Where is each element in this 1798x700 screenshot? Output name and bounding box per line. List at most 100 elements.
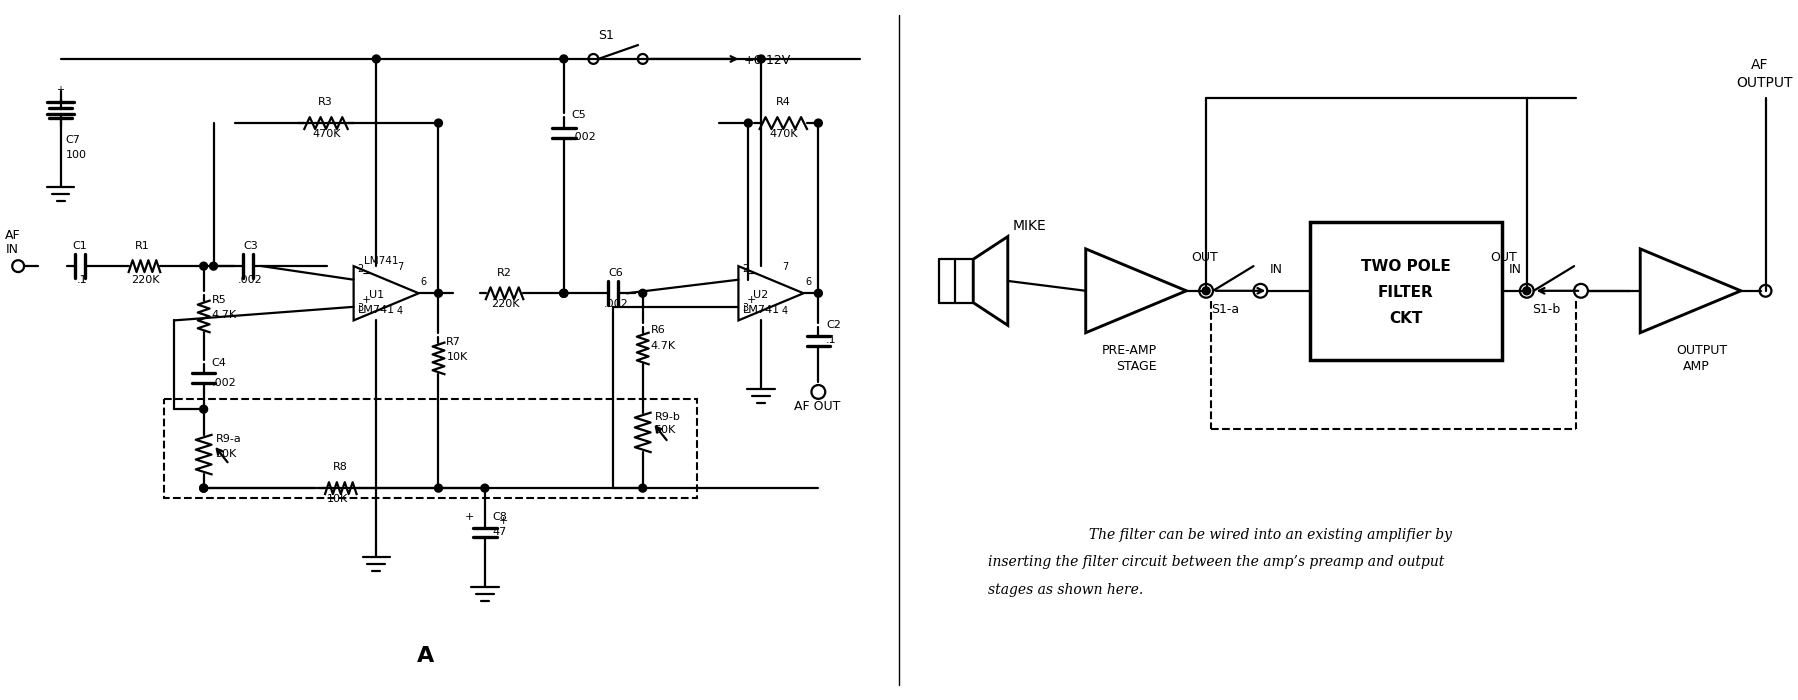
Text: 6: 6 xyxy=(806,277,811,288)
Text: 4.7K: 4.7K xyxy=(651,340,676,351)
Text: C7: C7 xyxy=(65,135,81,145)
Text: AF OUT: AF OUT xyxy=(793,400,840,413)
Text: C4: C4 xyxy=(212,358,227,368)
Text: 50K: 50K xyxy=(654,426,676,435)
Text: C6: C6 xyxy=(608,267,622,277)
Circle shape xyxy=(372,55,379,63)
Text: R9-a: R9-a xyxy=(216,434,241,444)
Text: R5: R5 xyxy=(212,295,227,304)
Text: +6-12V: +6-12V xyxy=(743,54,791,67)
Circle shape xyxy=(559,55,568,63)
Text: OUTPUT: OUTPUT xyxy=(1735,76,1793,90)
Circle shape xyxy=(744,119,752,127)
Text: R1: R1 xyxy=(135,241,149,251)
Bar xyxy=(1309,222,1501,360)
Text: R8: R8 xyxy=(333,463,347,473)
Circle shape xyxy=(480,484,489,492)
Circle shape xyxy=(1523,287,1530,295)
Circle shape xyxy=(814,289,822,298)
Text: PRE-AMP: PRE-AMP xyxy=(1102,344,1156,358)
Text: 7: 7 xyxy=(397,262,403,272)
Circle shape xyxy=(200,484,207,492)
Text: 100: 100 xyxy=(65,150,86,160)
Text: C1: C1 xyxy=(72,241,86,251)
Text: LM741: LM741 xyxy=(363,256,399,266)
Text: S1-a: S1-a xyxy=(1212,302,1239,316)
Circle shape xyxy=(638,484,647,492)
Text: IN: IN xyxy=(1269,263,1284,276)
Text: LM741: LM741 xyxy=(743,305,780,315)
Text: OUT: OUT xyxy=(1192,251,1217,264)
Text: .1: .1 xyxy=(76,275,86,285)
Text: +: + xyxy=(746,295,755,304)
Text: IN: IN xyxy=(5,244,18,256)
Text: 4.7K: 4.7K xyxy=(212,310,237,321)
Text: .002: .002 xyxy=(212,377,236,388)
Text: 220K: 220K xyxy=(491,299,520,309)
Text: .1: .1 xyxy=(827,335,836,344)
Text: LM741: LM741 xyxy=(358,305,396,315)
Circle shape xyxy=(200,405,207,413)
Text: C2: C2 xyxy=(827,320,841,330)
Text: CKT: CKT xyxy=(1390,311,1422,326)
Text: C3: C3 xyxy=(243,241,257,251)
Text: 4: 4 xyxy=(397,307,403,316)
Circle shape xyxy=(435,119,442,127)
Circle shape xyxy=(638,289,647,298)
Text: 470K: 470K xyxy=(770,129,798,139)
Text: U2: U2 xyxy=(753,290,770,300)
Text: C8: C8 xyxy=(493,512,507,522)
Text: 6: 6 xyxy=(421,277,426,288)
Text: 10K: 10K xyxy=(446,352,467,363)
Text: MIKE: MIKE xyxy=(1012,218,1046,232)
Text: R7: R7 xyxy=(446,337,462,346)
Circle shape xyxy=(200,262,207,270)
Text: .002: .002 xyxy=(572,132,597,142)
Text: S1-b: S1-b xyxy=(1532,302,1561,316)
Text: S1: S1 xyxy=(599,29,615,42)
Text: 50K: 50K xyxy=(216,449,237,458)
Text: 47: 47 xyxy=(493,528,507,538)
Circle shape xyxy=(435,484,442,492)
Text: .002: .002 xyxy=(237,275,263,285)
Circle shape xyxy=(559,289,568,298)
Text: inserting the filter circuit between the amp’s preamp and output: inserting the filter circuit between the… xyxy=(989,555,1444,569)
Text: +: + xyxy=(498,516,509,526)
Text: 3: 3 xyxy=(358,302,363,312)
Circle shape xyxy=(1203,287,1210,295)
Text: OUT: OUT xyxy=(1491,251,1518,264)
Text: R3: R3 xyxy=(318,97,333,107)
Text: TWO POLE: TWO POLE xyxy=(1361,258,1451,274)
Text: The filter can be wired into an existing amplifier by: The filter can be wired into an existing… xyxy=(1066,528,1453,542)
Text: AMP: AMP xyxy=(1683,360,1710,373)
Text: 2: 2 xyxy=(743,264,748,274)
Text: +: + xyxy=(56,85,63,95)
Text: IN: IN xyxy=(1509,263,1523,276)
Text: 10K: 10K xyxy=(327,494,349,504)
Text: OUTPUT: OUTPUT xyxy=(1676,344,1726,358)
Text: A: A xyxy=(417,646,435,666)
Text: R9-b: R9-b xyxy=(654,412,680,421)
Text: 4: 4 xyxy=(782,307,788,316)
Text: U1: U1 xyxy=(369,290,385,300)
Circle shape xyxy=(210,262,218,270)
Text: STAGE: STAGE xyxy=(1117,360,1156,373)
Text: 3: 3 xyxy=(743,302,748,312)
Text: +: + xyxy=(466,512,475,522)
Text: R4: R4 xyxy=(775,97,791,107)
Text: 2: 2 xyxy=(358,264,363,274)
Circle shape xyxy=(435,289,442,298)
Circle shape xyxy=(559,289,568,298)
Text: R2: R2 xyxy=(496,267,512,277)
Text: −: − xyxy=(746,268,757,281)
Text: 220K: 220K xyxy=(131,275,160,285)
Circle shape xyxy=(200,484,207,492)
Bar xyxy=(164,399,698,498)
Text: 470K: 470K xyxy=(313,129,340,139)
Text: 7: 7 xyxy=(782,262,788,272)
Text: .002: .002 xyxy=(604,299,628,309)
Text: AF: AF xyxy=(1751,58,1767,72)
Text: C5: C5 xyxy=(572,110,586,120)
Text: stages as shown here.: stages as shown here. xyxy=(989,583,1144,597)
Text: R6: R6 xyxy=(651,325,665,335)
